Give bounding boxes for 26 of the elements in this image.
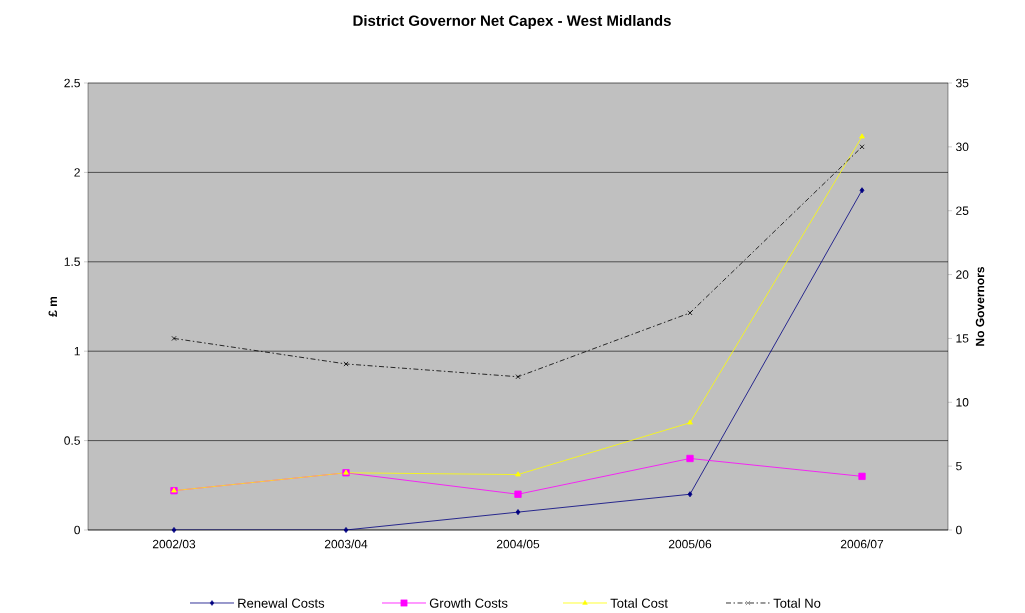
y2-tick-label: 35 xyxy=(955,78,969,88)
y2-axis-title: No Governors xyxy=(975,267,985,346)
y-tick-label: 1 xyxy=(74,347,80,356)
y-tick-label: 2 xyxy=(74,168,80,177)
x-tick-label: 2006/07 xyxy=(840,539,884,549)
y2-tick-label: 5 xyxy=(956,461,962,471)
y-tick-label: 1.5 xyxy=(64,257,80,266)
y-tick-label: 0 xyxy=(74,525,80,535)
legend-label: Growth Costs xyxy=(429,598,508,608)
y-axis-title: £ m xyxy=(48,296,57,317)
x-tick-label: 2002/03 xyxy=(152,539,196,549)
y2-tick-label: 15 xyxy=(956,334,969,343)
legend-label: Renewal Costs xyxy=(238,598,325,608)
y-tick-label: 0.5 xyxy=(64,436,80,445)
y2-tick-label: 25 xyxy=(956,206,969,215)
y2-tick-label: 30 xyxy=(955,142,969,152)
y2-tick-label: 0 xyxy=(956,525,962,535)
legend-label: Total Cost xyxy=(610,598,668,608)
x-tick-label: 2005/06 xyxy=(668,539,712,549)
y2-tick-label: 10 xyxy=(956,398,969,407)
chart-title: District Governor Net Capex - West Midlands xyxy=(353,15,671,29)
x-tick-label: 2003/04 xyxy=(324,539,368,549)
legend-label: Total No xyxy=(773,598,821,608)
y-tick-label: 2.5 xyxy=(64,78,80,88)
x-tick-label: 2004/05 xyxy=(496,539,540,549)
y2-tick-label: 20 xyxy=(956,270,969,279)
